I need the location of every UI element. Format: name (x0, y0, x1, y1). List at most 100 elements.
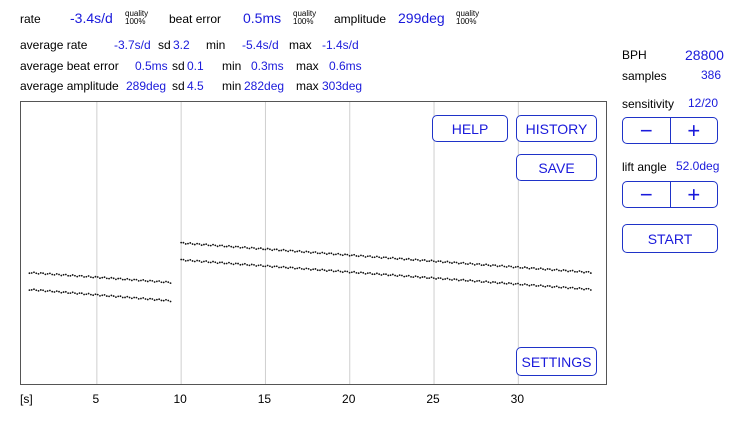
sensitivity-value: 12/20 (688, 96, 719, 110)
trace-point-lower (207, 261, 210, 264)
trace-point-upper (503, 265, 506, 268)
trace-point-upper (37, 272, 40, 275)
trace-point-lower (287, 267, 290, 270)
trace-point-upper (230, 245, 233, 248)
samples-label: samples (622, 69, 667, 83)
sensitivity-label: sensitivity (622, 97, 675, 111)
trace-point-lower (53, 291, 56, 293)
trace-point-lower (193, 260, 196, 263)
sensitivity-increment-button[interactable]: + (669, 118, 718, 143)
trace-point-upper (314, 251, 317, 253)
trace-point-lower (394, 274, 396, 277)
trace-point-upper (189, 242, 192, 244)
trace-point-lower (305, 267, 308, 270)
trace-point-lower (49, 289, 51, 292)
trace-point-upper (398, 257, 401, 260)
trace-point-upper (507, 265, 510, 267)
trace-point-upper (530, 267, 533, 269)
trace-point-upper (85, 275, 88, 278)
trace-point-lower (153, 299, 156, 302)
trace-point-lower (407, 274, 410, 277)
trace-point-upper (375, 255, 378, 258)
trace-point-upper (319, 252, 321, 255)
trace-point-upper (153, 281, 156, 283)
trace-point-lower (446, 277, 449, 280)
trace-point-lower (571, 286, 574, 289)
trace-point-lower (225, 262, 228, 265)
x-tick-label: 5 (92, 392, 100, 406)
trace-point-lower (248, 264, 251, 267)
trace-point-lower (467, 280, 469, 282)
trace-point-upper (337, 252, 340, 255)
start-button[interactable]: START (622, 224, 718, 253)
trace-point-upper (339, 253, 342, 256)
trace-point-lower (487, 281, 490, 284)
trace-point-lower (416, 275, 419, 278)
trace-point-upper (335, 253, 337, 256)
trace-point-lower (478, 279, 481, 282)
save-button[interactable]: SAVE (516, 154, 597, 181)
trace-point-upper (360, 254, 362, 257)
trace-point-upper (307, 251, 310, 253)
trace-point-lower (284, 266, 287, 269)
trace-point-upper (489, 265, 492, 267)
trace-point-lower (439, 277, 442, 280)
trace-point-upper (362, 255, 365, 257)
trace-point-lower (128, 296, 131, 299)
trace-point-upper (294, 250, 296, 253)
trace-point-upper (569, 269, 572, 272)
trace-point-upper (67, 274, 70, 277)
trace-point-lower (528, 284, 531, 287)
trace-point-lower (366, 272, 369, 275)
trace-point-lower (264, 265, 267, 268)
settings-button[interactable]: SETTINGS (516, 347, 597, 376)
trace-point-lower (142, 296, 145, 299)
trace-point-upper (74, 274, 76, 277)
lift-angle-increment-button[interactable]: + (669, 182, 718, 207)
trace-point-lower (232, 263, 235, 266)
trace-point-upper (328, 252, 330, 255)
trace-point-upper (146, 280, 149, 283)
trace-point-lower (517, 282, 519, 285)
help-button[interactable]: HELP (432, 115, 508, 142)
trace-point-upper (83, 276, 85, 278)
trace-point-lower (387, 274, 390, 277)
trace-point-lower (401, 274, 403, 277)
trace-point-lower (319, 269, 321, 272)
trace-point-lower (403, 275, 406, 278)
trace-point-upper (198, 243, 201, 245)
trace-point-upper (467, 263, 469, 265)
trace-point-upper (101, 276, 104, 279)
average-beat-error-sd: 0.1 (187, 59, 204, 73)
trace-point-upper (155, 280, 158, 283)
trace-point-upper (62, 273, 65, 276)
trace-point-upper (246, 247, 249, 249)
trace-point-upper (537, 268, 540, 270)
trace-point-lower (230, 262, 233, 265)
average-beat-error-max-label: max (296, 59, 319, 73)
trace-point-upper (99, 277, 101, 280)
trace-point-upper (209, 244, 212, 247)
x-tick-label: 25 (426, 392, 440, 406)
trace-point-lower (119, 295, 122, 298)
lift-angle-decrement-button[interactable]: − (639, 181, 653, 207)
trace-point-lower (328, 269, 330, 272)
trace-point-lower (371, 273, 374, 276)
trace-point-lower (457, 279, 460, 282)
trace-point-upper (124, 278, 126, 281)
trace-point-upper (112, 277, 115, 280)
lift-angle-value: 52.0deg (676, 159, 720, 173)
trace-point-lower (239, 263, 242, 266)
sensitivity-decrement-button[interactable]: − (639, 117, 653, 143)
trace-point-lower (273, 265, 276, 268)
history-button[interactable]: HISTORY (516, 115, 597, 142)
trace-point-upper (407, 257, 410, 260)
trace-point-upper (60, 274, 63, 277)
trace-point-upper (191, 243, 194, 245)
trace-point-upper (316, 252, 319, 255)
trace-point-lower (169, 300, 172, 303)
trace-point-upper (53, 273, 56, 276)
trace-point-upper (473, 263, 476, 266)
trace-point-lower (298, 266, 301, 269)
trace-point-lower (451, 279, 453, 281)
